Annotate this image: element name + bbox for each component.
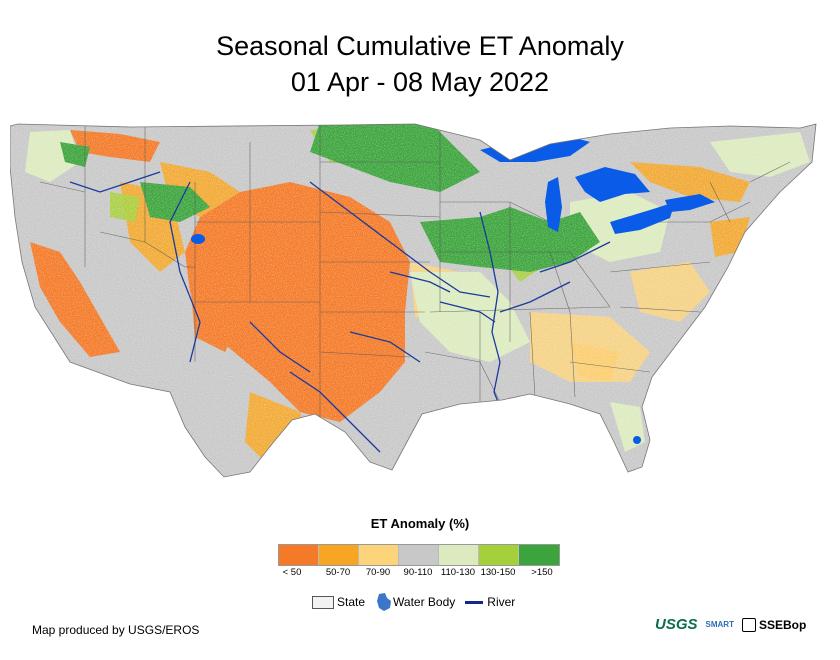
legend-swatch-70-90 xyxy=(359,545,399,565)
legend-swatch-90-110 xyxy=(399,545,439,565)
usgs-logo: USGS xyxy=(655,616,698,633)
legend-swatch-gt150 xyxy=(519,545,559,565)
legend-river: River xyxy=(465,595,515,609)
rivers xyxy=(69,171,611,453)
legend-title: ET Anomaly (%) xyxy=(370,516,470,531)
ssebop-mark-icon xyxy=(741,617,756,632)
agency-logos: USGS SMART SSEBop xyxy=(655,616,806,633)
ssebop-logo: SSEBop xyxy=(741,617,806,632)
legend-label-90-110: 90-110 xyxy=(403,567,433,578)
legend-color-ramp xyxy=(278,544,560,566)
legend-swatch-130-150 xyxy=(479,545,519,565)
state-symbol-icon xyxy=(312,595,334,609)
legend-label-lt50: < 50 xyxy=(282,567,302,578)
map-title: Seasonal Cumulative ET Anomaly xyxy=(216,31,624,61)
legend-symbols: State Water Body River xyxy=(312,592,525,612)
mexico-area xyxy=(170,392,250,482)
legend-label-gt150: >150 xyxy=(531,567,553,578)
river-symbol-icon xyxy=(465,600,484,604)
state-borders xyxy=(39,124,791,422)
legend-label-130-150: 130-150 xyxy=(480,567,516,578)
water-body-icon xyxy=(377,593,392,611)
legend-label-70-90: 70-90 xyxy=(365,567,391,578)
credit-text: Map produced by USGS/EROS xyxy=(32,623,200,637)
legend-tick-labels: < 50 50-70 70-90 90-110 110-130 130-150 … xyxy=(278,567,562,581)
smart-logo: SMART xyxy=(705,619,734,629)
legend-swatch-110-130 xyxy=(439,545,479,565)
legend-swatch-lt50 xyxy=(279,545,319,565)
map-date-range: 01 Apr - 08 May 2022 xyxy=(290,67,550,97)
legend-label-50-70: 50-70 xyxy=(325,567,351,578)
legend-swatch-50-70 xyxy=(319,545,359,565)
et-anomaly-map xyxy=(10,122,840,482)
legend-state: State xyxy=(312,595,365,609)
legend-label-110-130: 110-130 xyxy=(440,567,476,578)
legend-water-body: Water Body xyxy=(375,592,455,612)
